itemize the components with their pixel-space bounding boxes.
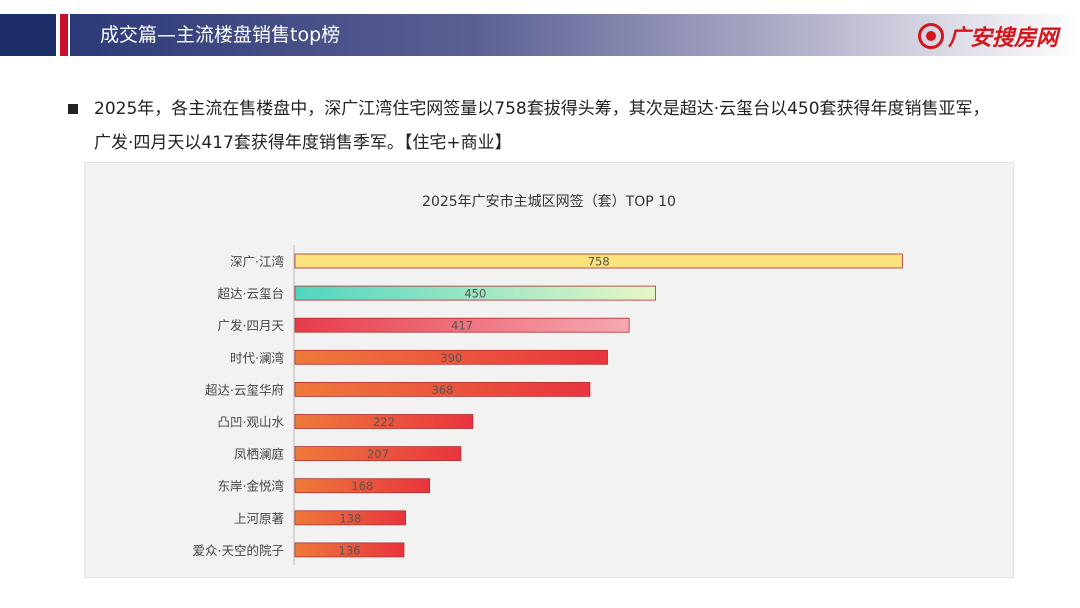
page-title: 成交篇—主流楼盘销售top榜 xyxy=(100,24,341,46)
bar-0 xyxy=(294,253,903,269)
bar-chart: 2025年广安市主城区网签（套）TOP 10 深广·江湾 758 超达·云玺台 450 广… xyxy=(193,193,903,565)
value-label-9: 136 xyxy=(339,543,361,557)
bar-6 xyxy=(294,446,462,462)
category-label-9: 爱众·天空的院子 xyxy=(193,543,284,558)
header-band xyxy=(70,14,1080,56)
category-label-3: 时代·澜湾 xyxy=(230,350,284,365)
category-label-2: 广发·四月天 xyxy=(218,318,285,333)
category-label-1: 超达·云玺台 xyxy=(218,286,284,301)
value-label-6: 207 xyxy=(367,447,389,461)
logo-icon xyxy=(917,23,944,49)
description-line-2: 广发·四月天以417套获得年度销售季军。【住宅+商业】 xyxy=(94,133,512,153)
header-accent-bar xyxy=(0,14,56,56)
chart-container: 2025年广安市主城区网签（套）TOP 10 深广·江湾 758 超达·云玺台 450 广… xyxy=(84,162,1014,578)
value-label-3: 390 xyxy=(440,351,462,365)
bar-1 xyxy=(294,285,656,301)
bar-5 xyxy=(294,414,474,429)
category-label-0: 深广·江湾 xyxy=(230,254,284,269)
category-label-5: 凸凹·观山水 xyxy=(218,415,285,430)
header: 成交篇—主流楼盘销售top榜 广安搜房网 xyxy=(0,14,1080,56)
header-red-bar xyxy=(60,14,68,56)
bar-3 xyxy=(294,349,608,365)
bullet-icon xyxy=(68,104,78,114)
value-label-7: 168 xyxy=(351,479,373,493)
value-label-8: 138 xyxy=(339,511,361,525)
bar-8 xyxy=(294,510,406,526)
category-label-4: 超达·云玺华府 xyxy=(205,382,284,397)
bar-9 xyxy=(294,542,405,558)
logo-text: 广安搜房网 xyxy=(947,26,1058,51)
logo: 广安搜房网 xyxy=(917,22,1058,51)
value-label-2: 417 xyxy=(451,319,473,333)
bar-2 xyxy=(294,317,630,333)
category-label-6: 凤栖澜庭 xyxy=(234,447,285,462)
value-label-1: 450 xyxy=(464,287,486,301)
value-label-4: 368 xyxy=(431,383,453,397)
value-label-0: 758 xyxy=(588,255,610,269)
value-label-5: 222 xyxy=(373,415,395,429)
bar-7 xyxy=(294,478,431,494)
bar-4 xyxy=(294,381,591,397)
category-label-7: 东岸·金悦湾 xyxy=(218,479,284,494)
category-label-8: 上河原著 xyxy=(234,511,284,526)
description: 2025年，各主流在售楼盘中，深广江湾住宅网签量以758套拔得头筹，其次是超达·… xyxy=(68,92,1048,160)
chart-title: 2025年广安市主城区网签（套）TOP 10 xyxy=(422,193,676,210)
description-line-1: 2025年，各主流在售楼盘中，深广江湾住宅网签量以758套拔得头筹，其次是超达·… xyxy=(94,99,990,119)
